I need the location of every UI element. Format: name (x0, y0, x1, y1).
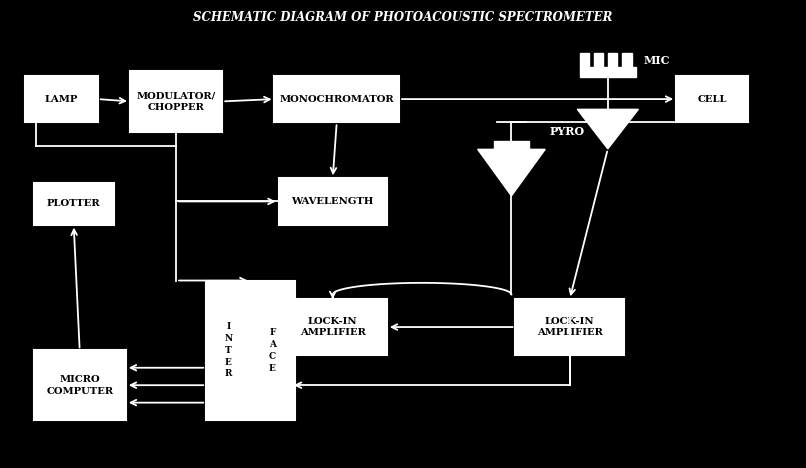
FancyBboxPatch shape (279, 178, 387, 225)
Text: MONOCHROMATOR: MONOCHROMATOR (280, 95, 394, 103)
Bar (494, 141, 529, 149)
FancyBboxPatch shape (130, 71, 222, 132)
Text: SCHEMATIC DIAGRAM OF PHOTOACOUSTIC SPECTROMETER: SCHEMATIC DIAGRAM OF PHOTOACOUSTIC SPECT… (193, 11, 613, 24)
Bar (608, 53, 617, 66)
FancyBboxPatch shape (34, 351, 126, 420)
FancyBboxPatch shape (206, 280, 294, 420)
FancyBboxPatch shape (26, 76, 98, 122)
Text: LOCK-IN
AMPLIFIER: LOCK-IN AMPLIFIER (537, 317, 603, 337)
FancyBboxPatch shape (279, 299, 387, 355)
Text: LOCK-IN
AMPLIFIER: LOCK-IN AMPLIFIER (300, 317, 366, 337)
Text: MICRO
COMPUTER: MICRO COMPUTER (46, 375, 114, 395)
Polygon shape (478, 149, 545, 196)
Bar (580, 66, 636, 77)
FancyBboxPatch shape (676, 76, 749, 122)
Polygon shape (577, 110, 638, 149)
Text: PYRO: PYRO (549, 126, 584, 137)
Bar (580, 53, 589, 66)
Bar (622, 53, 632, 66)
Text: PLOTTER: PLOTTER (47, 199, 101, 208)
FancyBboxPatch shape (34, 183, 114, 225)
Text: F
A
C
E: F A C E (269, 328, 276, 373)
Text: LAMP: LAMP (45, 95, 78, 103)
Text: MIC: MIC (644, 54, 671, 66)
Text: CELL: CELL (697, 95, 727, 103)
Text: I
N
T
E
R: I N T E R (224, 322, 232, 379)
Bar (594, 53, 604, 66)
FancyBboxPatch shape (275, 76, 399, 122)
Text: WAVELENGTH: WAVELENGTH (292, 197, 374, 206)
Text: MODULATOR/
CHOPPER: MODULATOR/ CHOPPER (136, 91, 216, 112)
FancyBboxPatch shape (516, 299, 624, 355)
